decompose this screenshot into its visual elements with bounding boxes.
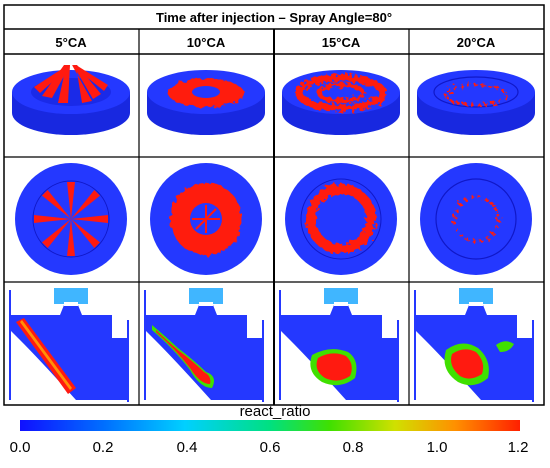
- spray-cloud-20ca: [451, 349, 484, 379]
- spray-jet-10ca: [156, 330, 211, 384]
- cross-section-20ca: [414, 288, 534, 402]
- colorbar-tick: 1.0: [427, 439, 448, 456]
- spray-plumes-5ca: [34, 65, 108, 103]
- column-label-15ca: 15°CA: [322, 35, 361, 50]
- spray-spokes-5ca: [34, 182, 108, 256]
- colorbar-tick: 0.4: [177, 439, 198, 456]
- spray-ring-top-15ca: [306, 184, 376, 254]
- top-view-5ca: [15, 163, 127, 275]
- cross-section-10ca: [144, 288, 264, 402]
- row-3d-views: [12, 65, 535, 135]
- colorbar-tick: 0.6: [260, 439, 281, 456]
- spray-cloud-15ca: [316, 353, 352, 381]
- cross-section-15ca: [279, 288, 399, 402]
- spray-residual-top-20ca: [452, 195, 500, 243]
- column-label-20ca: 20°CA: [457, 35, 496, 50]
- row-cross-sections: [9, 288, 534, 402]
- colorbar-tick: 0.2: [93, 439, 114, 456]
- spray-residual-20ca: [444, 83, 508, 107]
- colorbar-tick: 0.0: [10, 439, 31, 456]
- column-label-5ca: 5°CA: [55, 35, 87, 50]
- table-frame: [3, 4, 545, 406]
- column-label-10ca: 10°CA: [187, 35, 226, 50]
- top-view-10ca: [150, 163, 262, 275]
- colorbar-label: react_ratio: [240, 403, 311, 420]
- bowl-3d-15ca: [282, 70, 400, 135]
- row-top-views: [15, 163, 532, 275]
- colorbar-tick: 0.8: [343, 439, 364, 456]
- figure-header: Time after injection – Spray Angle=80°: [156, 10, 392, 25]
- spray-ring-15ca: [295, 74, 387, 112]
- top-view-20ca: [420, 163, 532, 275]
- cross-section-5ca: [9, 288, 129, 402]
- bowl-3d-20ca: [417, 70, 535, 135]
- top-view-15ca: [285, 163, 397, 275]
- bowl-3d-10ca: [147, 70, 265, 135]
- colorbar: react_ratio 0.0 0.2 0.4 0.6 0.8 1.0 1.2: [10, 403, 529, 456]
- colorbar-tick: 1.2: [508, 439, 529, 456]
- bowl-3d-5ca: [12, 65, 130, 135]
- colorbar-gradient: [20, 420, 520, 431]
